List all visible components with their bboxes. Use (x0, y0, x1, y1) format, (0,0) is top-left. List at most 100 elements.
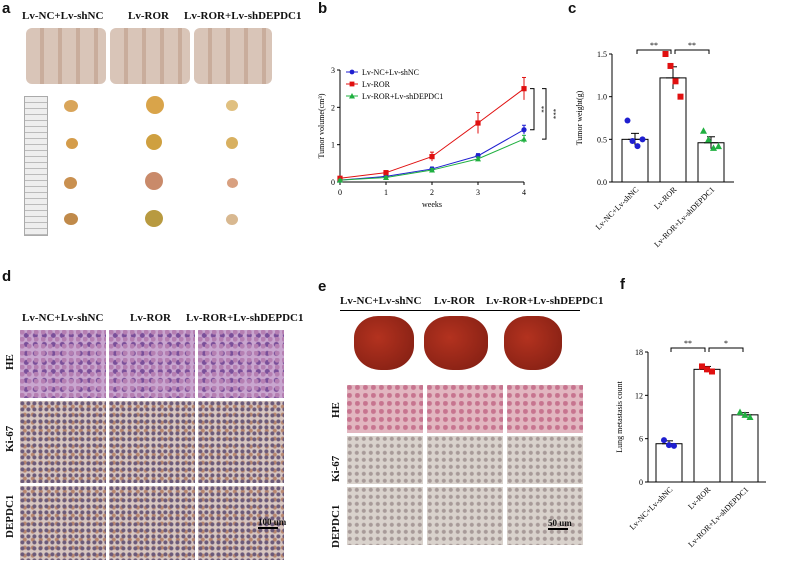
mice-photo-ror (110, 28, 190, 84)
data-point (677, 93, 684, 100)
group-label-a-sh: Lv-ROR+Lv-shDEPDC1 (184, 10, 302, 22)
group-label-d-nc: Lv-NC+Lv-shNC (22, 312, 104, 324)
tumor-nc-4 (64, 213, 78, 225)
x-tick-label: 1 (384, 188, 388, 197)
bar (659, 77, 687, 183)
row-label-e-ki67: Ki-67 (330, 455, 342, 482)
bar (693, 368, 721, 483)
data-point (662, 51, 669, 57)
y-tick-label: 0.0 (597, 178, 607, 187)
y-axis-label: Tumor weight(g) (575, 90, 584, 145)
header-line-e (340, 310, 580, 311)
data-point (629, 138, 636, 145)
chart-b-tumor-volume: 0 1 2 3 4 0 1 2 3 weeks Tumor volume(cm³) Lv-NC+Lv-… (317, 66, 557, 209)
data-point (736, 408, 744, 415)
data-point (699, 363, 705, 370)
tile-e-depdc1-ror (427, 487, 503, 545)
tile-e-he-nc (347, 385, 423, 433)
y-axis-label: Lung metastasis count (615, 380, 624, 452)
y-tick-label: 12 (635, 391, 643, 400)
group-label-a-ror: Lv-ROR (128, 10, 169, 22)
data-point (715, 142, 722, 150)
legend-marker (349, 93, 355, 99)
x-tick-label: Lv-NC+Lv-shNC (594, 185, 641, 232)
group-label-a-nc: Lv-NC+Lv-shNC (22, 10, 104, 22)
tile-e-he-sh (507, 385, 583, 433)
data-point (746, 413, 754, 420)
group-label-e-ror: Lv-ROR (434, 295, 475, 307)
data-point (383, 174, 389, 181)
tile-e-ki67-nc (347, 436, 423, 484)
sig-bracket (674, 49, 710, 54)
tile-d-ki67-ror (109, 401, 195, 483)
legend-label: Lv-ROR+Lv-shDEPDC1 (362, 92, 443, 101)
scalebar-e-line (548, 528, 568, 530)
x-tick-label: Lv-ROR (686, 485, 713, 512)
tile-e-ki67-ror (427, 436, 503, 484)
lung-ror (424, 316, 488, 370)
y-tick-label: 0.5 (597, 135, 607, 144)
sig-label: ** (537, 106, 545, 114)
data-point (666, 442, 672, 449)
legend-label: Lv-NC+Lv-shNC (362, 68, 419, 77)
scalebar-e: 50 um (548, 518, 572, 530)
tile-d-he-nc (20, 330, 106, 398)
data-point (475, 120, 481, 126)
data-point (521, 127, 527, 133)
sig-label: *** (549, 109, 557, 120)
x-tick-label: Lv-ROR (652, 185, 679, 212)
data-point (661, 437, 667, 444)
tile-e-he-ror (427, 385, 503, 433)
row-label-e-depdc1: DEPDC1 (330, 504, 342, 548)
group-label-d-ror: Lv-ROR (130, 312, 171, 324)
x-tick-label: Lv-NC+Lv-shNC (628, 485, 675, 532)
panel-letter-d: d (2, 268, 12, 285)
tile-d-ki67-nc (20, 401, 106, 483)
tumor-ror-3 (145, 172, 163, 190)
y-tick-label: 3 (331, 66, 335, 75)
data-point (705, 135, 712, 143)
x-tick-label: 3 (476, 188, 480, 197)
data-point (704, 366, 710, 373)
mice-photo-sh (194, 28, 272, 84)
lung-sh (504, 316, 562, 370)
legend-label: Lv-ROR (362, 80, 391, 89)
tile-d-he-ror (109, 330, 195, 398)
scalebar-d-line (258, 527, 278, 529)
x-tick-label: 4 (522, 188, 526, 197)
data-point (672, 78, 679, 85)
group-label-e-nc: Lv-NC+Lv-shNC (340, 295, 422, 307)
tile-d-he-sh (198, 330, 284, 398)
tumor-nc-1 (64, 100, 78, 112)
x-tick-label: 0 (338, 188, 342, 197)
tumor-sh-1 (226, 100, 238, 111)
tile-e-ki67-sh (507, 436, 583, 484)
row-label-d-he: HE (4, 354, 16, 370)
panel-letter-a: a (2, 0, 11, 17)
ruler (24, 96, 48, 236)
data-point (475, 155, 481, 162)
tumor-ror-4 (145, 210, 163, 227)
y-tick-label: 2 (331, 103, 335, 112)
mice-photo-nc (26, 28, 106, 84)
data-point (383, 170, 389, 176)
legend-marker (349, 69, 355, 75)
legend-marker (349, 81, 355, 87)
x-tick-label: 2 (430, 188, 434, 197)
tumor-ror-1 (146, 96, 164, 114)
sig-bracket (670, 347, 706, 352)
scalebar-d-label: 100 um (258, 517, 287, 527)
data-point (521, 136, 527, 142)
sig-label: ** (688, 41, 696, 50)
data-point (634, 143, 641, 150)
data-point (709, 368, 715, 375)
group-label-e-sh: Lv-ROR+Lv-shDEPDC1 (486, 295, 604, 307)
y-axis-label: Tumor volume(cm³) (317, 93, 326, 158)
y-tick-label: 1.5 (597, 50, 607, 59)
panel-letter-b: b (318, 0, 328, 17)
tumor-sh-2 (226, 137, 238, 149)
row-label-d-depdc1: DEPDC1 (4, 494, 16, 538)
chart-f-lung-metastasis: 0 6 12 18 Lung metastasis count Lv-NC+Lv-shNC… (615, 339, 766, 549)
x-axis-label: weeks (422, 200, 442, 209)
sig-label: ** (650, 41, 658, 50)
